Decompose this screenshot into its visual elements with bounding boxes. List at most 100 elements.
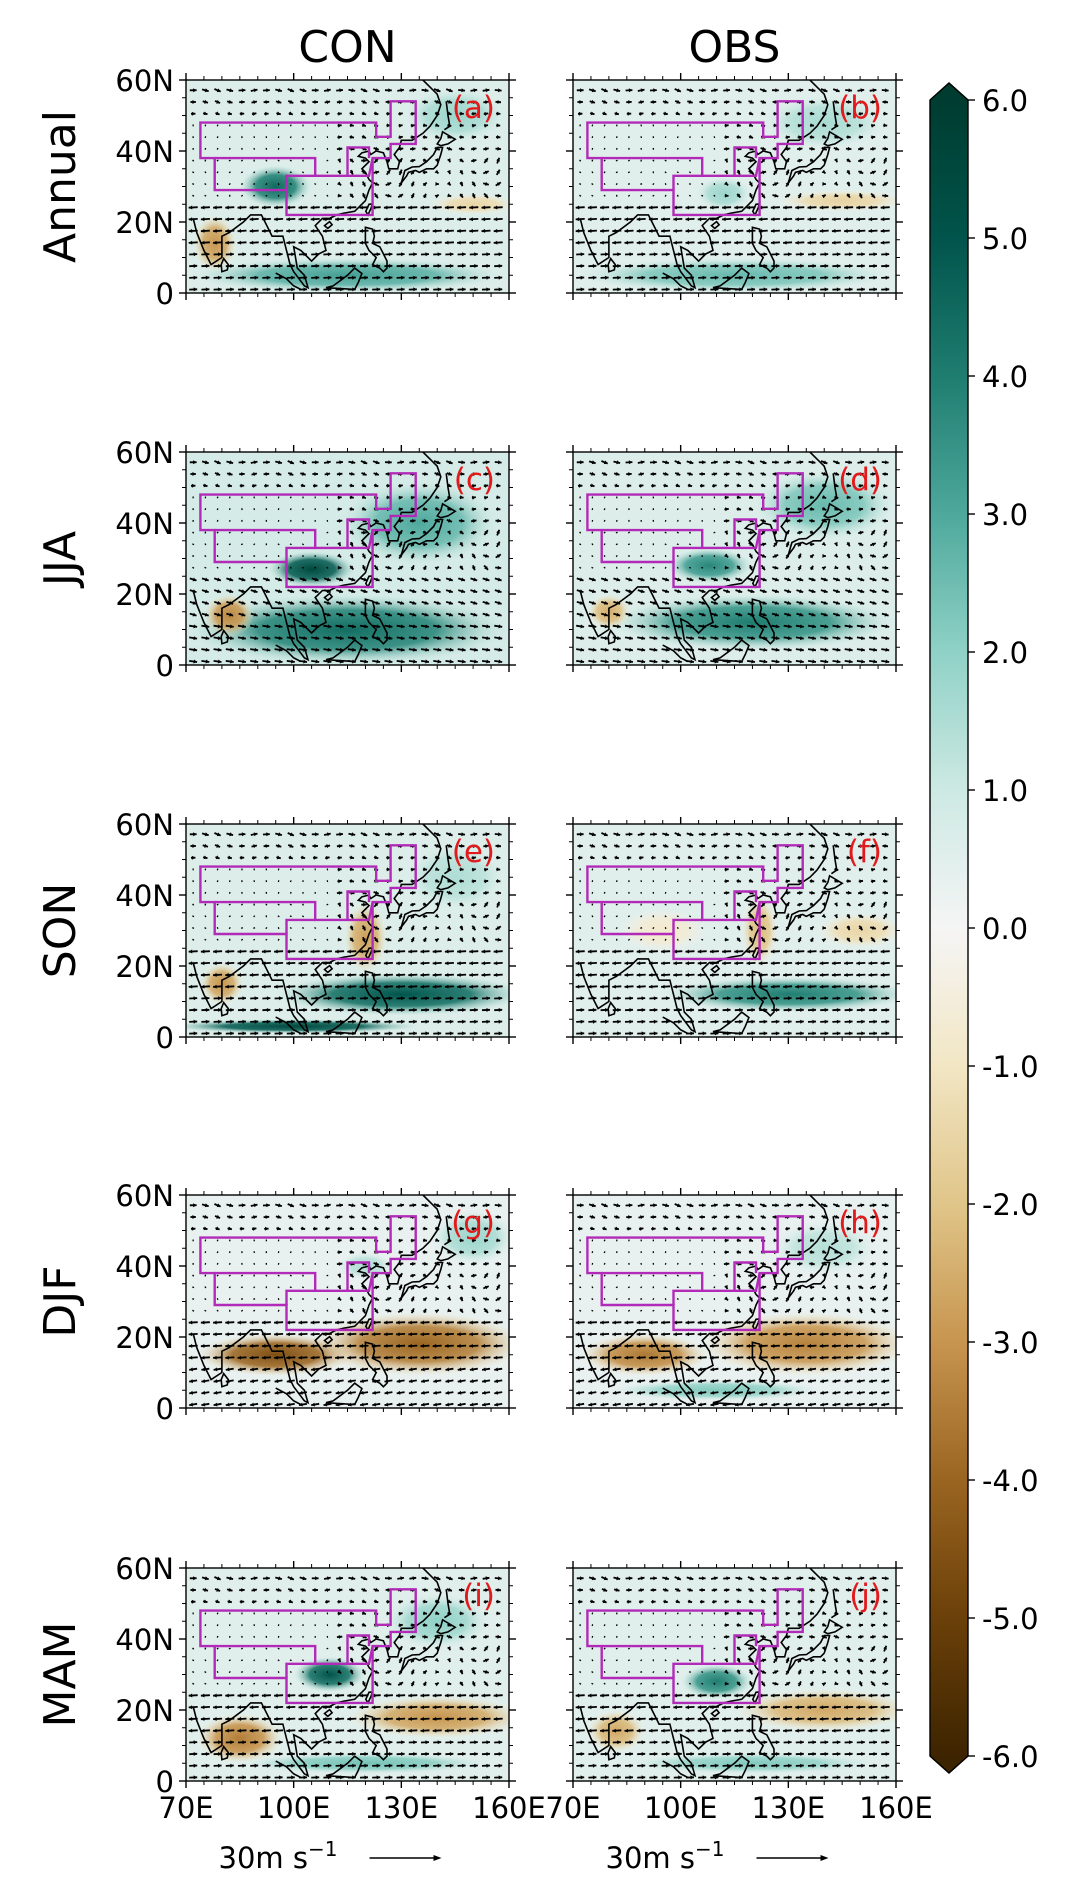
wind-arrowhead: [592, 636, 597, 641]
wind-arrowhead: [797, 181, 802, 186]
wind-arrowhead: [775, 624, 780, 629]
wind-arrowhead: [701, 100, 705, 104]
wind-arrowhead: [761, 566, 765, 571]
wind-arrowhead: [408, 217, 412, 222]
wind-vector: [676, 124, 679, 127]
wind-vector: [253, 554, 256, 558]
wind-arrowhead: [286, 972, 290, 977]
wind-arrowhead: [861, 252, 865, 257]
wind-arrowhead: [846, 565, 850, 570]
wind-arrowhead: [376, 1031, 381, 1036]
shading-field: [186, 594, 509, 665]
wind-arrowhead: [689, 577, 694, 582]
wind-arrowhead: [873, 647, 877, 652]
wind-arrowhead: [435, 495, 440, 499]
wind-arrowhead: [411, 495, 415, 500]
wind-arrowhead: [664, 471, 669, 476]
wind-arrowhead: [411, 123, 415, 128]
region-outline: [586, 100, 804, 217]
wind-arrowhead: [883, 111, 888, 116]
wind-arrowhead: [230, 275, 234, 280]
wind-arrowhead: [423, 855, 428, 860]
wind-arrowhead: [249, 961, 254, 966]
wind-arrowhead: [413, 636, 417, 641]
wind-arrowhead: [474, 275, 478, 280]
wind-arrowhead: [737, 111, 741, 116]
wind-arrowhead: [361, 194, 366, 199]
wind-arrowhead: [748, 495, 753, 499]
wind-arrowhead: [786, 566, 790, 570]
wind-arrowhead: [400, 832, 404, 837]
wind-vector: [289, 880, 292, 883]
wind-arrowhead: [676, 460, 681, 465]
wind-arrowhead: [350, 506, 354, 511]
wind-arrowhead: [486, 659, 490, 664]
wind-arrowhead: [301, 471, 306, 476]
wind-arrowhead: [315, 460, 319, 465]
wind-arrowhead: [678, 659, 682, 664]
wind-arrowhead: [254, 1008, 259, 1012]
wind-arrowhead: [580, 832, 584, 837]
wind-arrowhead: [714, 252, 719, 257]
wind-arrowhead: [783, 205, 787, 210]
wind-arrowhead: [580, 460, 584, 465]
wind-arrowhead: [847, 100, 852, 104]
wind-arrowhead: [702, 88, 706, 93]
wind-arrowhead: [498, 1019, 503, 1024]
wind-arrowhead: [400, 460, 404, 465]
wind-arrowhead: [666, 287, 670, 292]
wind-arrowhead: [193, 647, 198, 652]
wind-arrowhead: [661, 217, 665, 222]
wind-arrowhead: [375, 170, 380, 175]
wind-arrowhead: [335, 228, 339, 233]
wind-arrowhead: [266, 275, 271, 280]
wind-arrowhead: [472, 135, 476, 140]
wind-arrowhead: [401, 264, 405, 268]
wind-arrowhead: [579, 472, 583, 476]
wind-arrowhead: [612, 205, 616, 210]
wind-arrowhead: [339, 647, 344, 652]
wind-arrowhead: [653, 636, 658, 641]
wind-arrowhead: [461, 577, 465, 582]
wind-arrowhead: [193, 1031, 198, 1036]
wind-arrowhead: [387, 518, 392, 523]
wind-arrowhead: [788, 264, 792, 268]
wind-arrowhead: [748, 566, 753, 571]
wind-vector: [216, 124, 219, 127]
wind-arrowhead: [600, 984, 604, 989]
wind-arrowhead: [361, 182, 366, 187]
wind-arrowhead: [809, 565, 814, 570]
wind-arrowhead: [736, 554, 741, 559]
wind-arrowhead: [374, 938, 378, 943]
wind-arrowhead: [797, 565, 802, 570]
wind-arrowhead: [350, 878, 354, 883]
region-outline: [734, 157, 761, 177]
wind-arrowhead: [432, 961, 437, 966]
wind-arrowhead: [435, 134, 440, 139]
wind-arrowhead: [774, 565, 779, 570]
wind-arrowhead: [436, 577, 441, 582]
wind-arrowhead: [461, 612, 465, 617]
wind-arrowhead: [834, 193, 839, 198]
region-outline: [285, 918, 316, 934]
wind-arrowhead: [337, 123, 342, 128]
wind-arrowhead: [591, 612, 596, 617]
wind-arrowhead: [738, 460, 743, 465]
wind-arrowhead: [629, 636, 633, 641]
wind-arrowhead: [230, 264, 234, 268]
wind-arrowhead: [761, 530, 766, 535]
wind-arrowhead: [822, 471, 827, 476]
wind-arrowhead: [228, 111, 232, 116]
wind-arrowhead: [640, 100, 644, 105]
wind-vector: [701, 566, 704, 569]
wind-vector: [216, 543, 219, 546]
wind-arrowhead: [640, 601, 645, 605]
wind-arrowhead: [473, 88, 478, 93]
wind-vector: [289, 159, 292, 162]
shading-field: [401, 841, 509, 913]
wind-arrowhead: [337, 565, 342, 570]
wind-arrowhead: [217, 601, 221, 605]
wind-arrowhead: [799, 612, 804, 617]
wind-arrowhead: [387, 146, 392, 151]
wind-vector: [204, 194, 207, 197]
